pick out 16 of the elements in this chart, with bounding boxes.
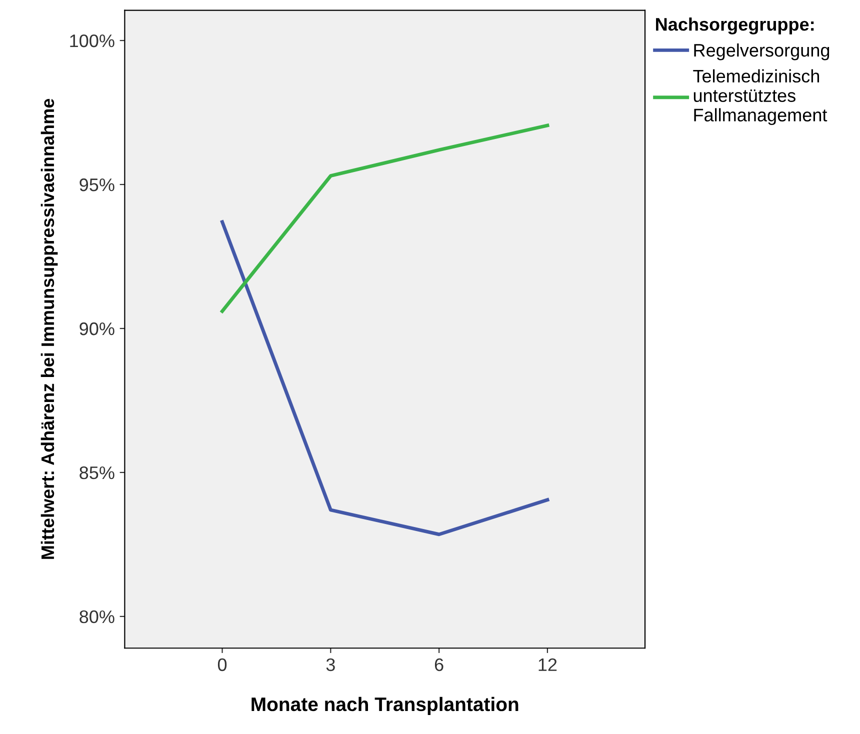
y-tick-label: 95% [80, 178, 114, 192]
x-tick-label: 0 [218, 658, 227, 672]
line-series [220, 220, 550, 536]
y-tick-label: 100% [70, 34, 114, 48]
legend-label: Regelversorgung [694, 43, 830, 60]
line-series [220, 124, 550, 313]
y-tick-label: 80% [80, 610, 114, 624]
x-tick-label: 12 [538, 658, 557, 671]
legend-title: Nachsorgegruppe: [656, 18, 814, 34]
x-tick-label: 6 [434, 658, 444, 672]
legend-label: Telemedizinisch unterstütztes Fallmanagement [693, 69, 828, 126]
x-tick-label: 3 [326, 658, 335, 672]
y-tick-label: 85% [80, 466, 114, 480]
y-tick-label: 90% [80, 322, 114, 336]
y-axis-title: Mittelwert: Adhärenz bei Immunsuppressivaeinnahme [40, 98, 58, 559]
x-axis-title: Monate nach Transplantation [252, 696, 518, 716]
